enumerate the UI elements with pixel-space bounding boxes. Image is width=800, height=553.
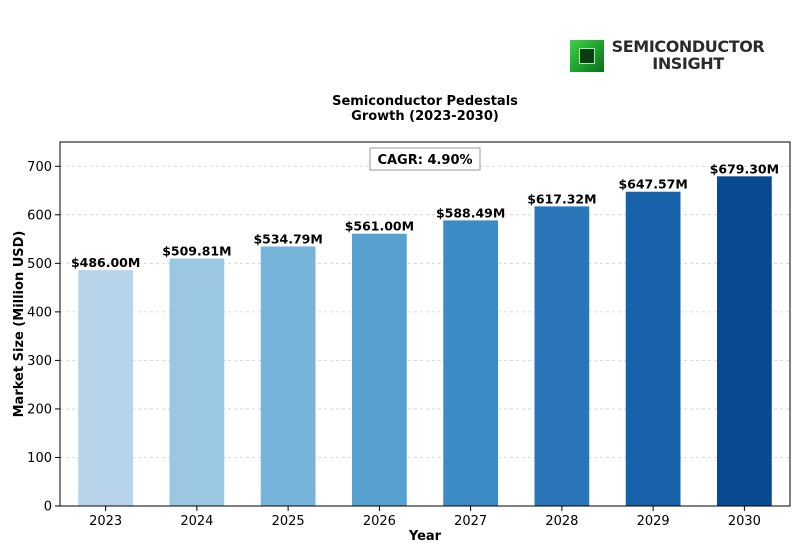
bars xyxy=(78,176,772,507)
y-tick-label: 100 xyxy=(27,451,52,466)
bar-2026 xyxy=(352,233,407,506)
y-tick-label: 700 xyxy=(27,160,52,175)
brand-name: SEMICONDUCTOR INSIGHT xyxy=(608,38,768,72)
bar-value-label: $534.79M xyxy=(253,231,322,246)
y-tick-label: 200 xyxy=(27,402,52,417)
cagr-box xyxy=(369,147,481,171)
brand-name-line1: SEMICONDUCTOR xyxy=(611,37,765,56)
y-axis-ticks: 0 100 200 300 400 500 600 700 xyxy=(27,160,60,515)
bar-2023 xyxy=(78,270,133,506)
bar-value-label: $509.81M xyxy=(162,244,231,259)
y-tick-label: 0 xyxy=(44,500,52,515)
chart-title-line2: Growth (2023-2030) xyxy=(351,109,499,124)
brand-logo: SEMICONDUCTOR INSIGHT xyxy=(570,38,765,72)
y-tick-label: 600 xyxy=(27,208,52,223)
x-axis-ticks: 2023 2024 2025 2026 2027 2028 2029 2030 xyxy=(89,506,761,529)
x-tick-label: 2023 xyxy=(89,514,122,529)
x-tick-label: 2025 xyxy=(272,514,305,529)
bar-value-label: $679.30M xyxy=(710,161,779,176)
bar-value-label: $588.49M xyxy=(436,205,505,220)
bar-labels: $486.00M $509.81M $534.79M $561.00M $588.49M… xyxy=(71,161,779,270)
x-tick-label: 2026 xyxy=(363,514,396,529)
cagr-text: CAGR: 4.90% xyxy=(377,153,472,168)
bar-2029 xyxy=(625,191,681,506)
bar-value-label: $486.00M xyxy=(71,255,140,270)
x-tick-label: 2024 xyxy=(180,514,213,529)
plot-frame xyxy=(59,141,791,507)
bar-2027 xyxy=(443,220,498,507)
chip-logo-icon xyxy=(570,40,604,72)
x-tick-label: 2027 xyxy=(454,514,487,529)
x-axis-title: Year xyxy=(408,529,442,544)
y-axis-title: Market Size (Million USD) xyxy=(12,231,27,418)
bar-value-label: $561.00M xyxy=(345,219,414,234)
bar-2030 xyxy=(717,176,772,507)
x-tick-label: 2029 xyxy=(637,514,670,529)
x-tick-label: 2028 xyxy=(545,514,578,529)
y-tick-label: 500 xyxy=(27,257,52,272)
bar-2025 xyxy=(260,246,316,506)
brand-name-line2: INSIGHT xyxy=(652,54,724,73)
chart-title-line1: Semiconductor Pedestals xyxy=(332,94,518,109)
bar-value-label: $647.57M xyxy=(618,177,687,192)
bar-2028 xyxy=(534,206,590,506)
y-tick-label: 300 xyxy=(27,354,52,369)
bar-value-label: $617.32M xyxy=(527,191,596,206)
x-tick-label: 2030 xyxy=(728,514,761,529)
bar-2024 xyxy=(169,258,225,506)
cagr-annotation: CAGR: 4.90% xyxy=(369,147,481,171)
y-tick-label: 400 xyxy=(27,305,52,320)
chart-title: Semiconductor Pedestals Growth (2023-203… xyxy=(0,94,800,124)
